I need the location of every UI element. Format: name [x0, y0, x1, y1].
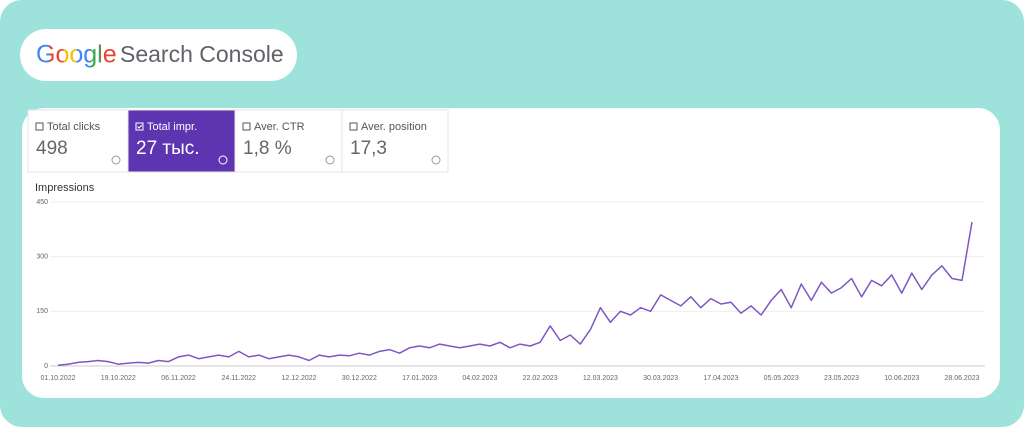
tab-bg — [27, 109, 129, 173]
metric-tab[interactable]: Aver. position 17,3 — [341, 109, 449, 173]
help-icon[interactable] — [218, 155, 228, 165]
x-tick-label: 22.02.2023 — [523, 375, 558, 382]
plot: 0 150 300 450 01.10.2022 19.10.2022 06.11.2022… — [36, 199, 985, 382]
metric-value: 1,8 % — [243, 138, 292, 159]
metric-label: Aver. CTR — [254, 121, 305, 133]
metric-tab[interactable]: Total clicks 498 — [27, 109, 129, 173]
x-tick-label: 23.05.2023 — [824, 375, 859, 382]
x-tick-label: 10.06.2023 — [884, 375, 919, 382]
data-line — [57, 221, 973, 367]
x-tick-label: 19.10.2022 — [101, 375, 136, 382]
metric-value: 498 — [36, 138, 68, 159]
help-icon[interactable] — [431, 155, 441, 165]
logo-pill — [20, 29, 297, 81]
x-tick-label: 06.11.2022 — [161, 375, 196, 382]
metric-tab[interactable]: Total impr. 27 тыс. — [127, 109, 236, 173]
y-tick-label: 0 — [44, 363, 48, 370]
card — [22, 108, 1000, 398]
tab-bg — [341, 109, 449, 173]
y-tick-label: 150 — [36, 308, 48, 315]
chart-title: Impressions — [35, 182, 95, 194]
metric-label: Total clicks — [47, 121, 101, 133]
x-tick-label: 17.04.2023 — [703, 375, 738, 382]
metric-label: Aver. position — [361, 121, 427, 133]
x-tick-label: 12.03.2023 — [583, 375, 618, 382]
tab-bg — [127, 109, 236, 173]
y-tick-label: 300 — [36, 254, 48, 261]
help-icon[interactable] — [111, 155, 121, 165]
help-icon[interactable] — [325, 155, 335, 165]
x-tick-label: 05.05.2023 — [764, 375, 799, 382]
metric-tabs: Total clicks 498 Total impr. 27 тыс. Aver. C… — [27, 109, 449, 173]
logo: Google — [36, 41, 117, 69]
x-tick-label: 04.02.2023 — [462, 375, 497, 382]
x-tick-label: 28.06.2023 — [944, 375, 979, 382]
checkbox[interactable] — [35, 122, 44, 131]
metric-value: 27 тыс. — [136, 138, 200, 159]
metric-tab[interactable]: Aver. CTR 1,8 % — [234, 109, 343, 173]
x-tick-label: 24.11.2022 — [222, 375, 257, 382]
checkbox[interactable] — [135, 122, 144, 131]
x-tick-label: 01.10.2022 — [40, 375, 75, 382]
product-name: Search Console — [120, 41, 284, 67]
y-tick-label: 450 — [36, 199, 48, 206]
x-tick-label: 30.12.2022 — [342, 375, 377, 382]
x-tick-label: 12.12.2022 — [282, 375, 317, 382]
metric-label: Total impr. — [147, 121, 197, 133]
checkbox[interactable] — [242, 122, 251, 131]
x-tick-label: 17.01.2023 — [402, 375, 437, 382]
checkbox[interactable] — [349, 122, 358, 131]
x-tick-label: 30.03.2023 — [643, 375, 678, 382]
checkmark — [137, 124, 143, 129]
metric-value: 17,3 — [350, 138, 387, 159]
tab-bg — [234, 109, 343, 173]
